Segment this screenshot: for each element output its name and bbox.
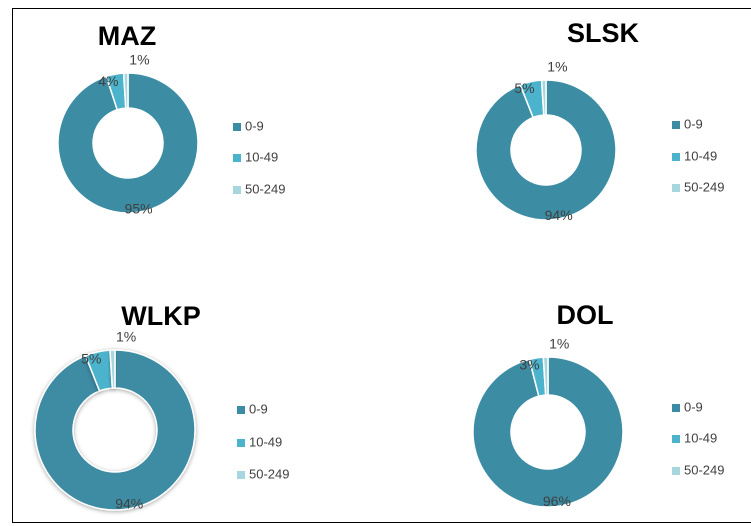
legend-label: 10-49 — [684, 430, 717, 445]
legend-label: 0-9 — [684, 399, 703, 414]
data-label: 1% — [549, 336, 569, 352]
data-label: 94% — [545, 207, 573, 223]
legend-swatch — [237, 439, 245, 447]
legend-swatch — [237, 406, 245, 414]
donut-slice — [475, 79, 617, 221]
donut-slice — [109, 349, 116, 389]
legend-label: 10-49 — [684, 148, 717, 163]
legend-label: 0-9 — [249, 401, 268, 416]
donut-slice — [57, 72, 199, 214]
chart-title: SLSK — [567, 18, 640, 48]
legend-label: 10-49 — [245, 149, 278, 164]
legend-swatch — [233, 123, 241, 131]
donut-slice — [472, 356, 624, 508]
frame — [12, 8, 751, 523]
legend-label: 50-249 — [249, 466, 289, 481]
legend-label: 50-249 — [684, 179, 724, 194]
data-label: 96% — [543, 493, 571, 509]
data-label: 5% — [81, 350, 101, 366]
legend-label: 10-49 — [249, 434, 282, 449]
legend-swatch — [672, 435, 680, 443]
legend-label: 50-249 — [245, 181, 285, 196]
donut-slice — [34, 349, 196, 511]
data-label: 4% — [98, 73, 118, 89]
donut-slice — [122, 72, 129, 109]
legend-swatch — [233, 154, 241, 162]
legend-swatch — [672, 121, 680, 129]
legend-label: 0-9 — [245, 118, 264, 133]
legend-swatch — [672, 404, 680, 412]
data-label: 3% — [519, 357, 539, 373]
legend-swatch — [672, 467, 680, 475]
legend-swatch — [233, 186, 241, 194]
legend-label: 50-249 — [684, 462, 724, 477]
legend-swatch — [672, 184, 680, 192]
data-label: 1% — [547, 59, 567, 75]
data-label: 5% — [514, 80, 534, 96]
chart-title: WLKP — [121, 301, 200, 331]
legend-swatch — [672, 153, 680, 161]
legend-swatch — [237, 471, 245, 479]
donut-slice — [542, 356, 549, 396]
data-label: 95% — [125, 200, 153, 216]
donut-slice — [540, 79, 547, 116]
legend-label: 0-9 — [684, 116, 703, 131]
chart-title: MAZ — [98, 21, 156, 51]
chart-title: DOL — [557, 300, 614, 330]
data-label: 1% — [116, 329, 136, 345]
data-label: 94% — [115, 495, 143, 511]
data-label: 1% — [129, 52, 149, 68]
